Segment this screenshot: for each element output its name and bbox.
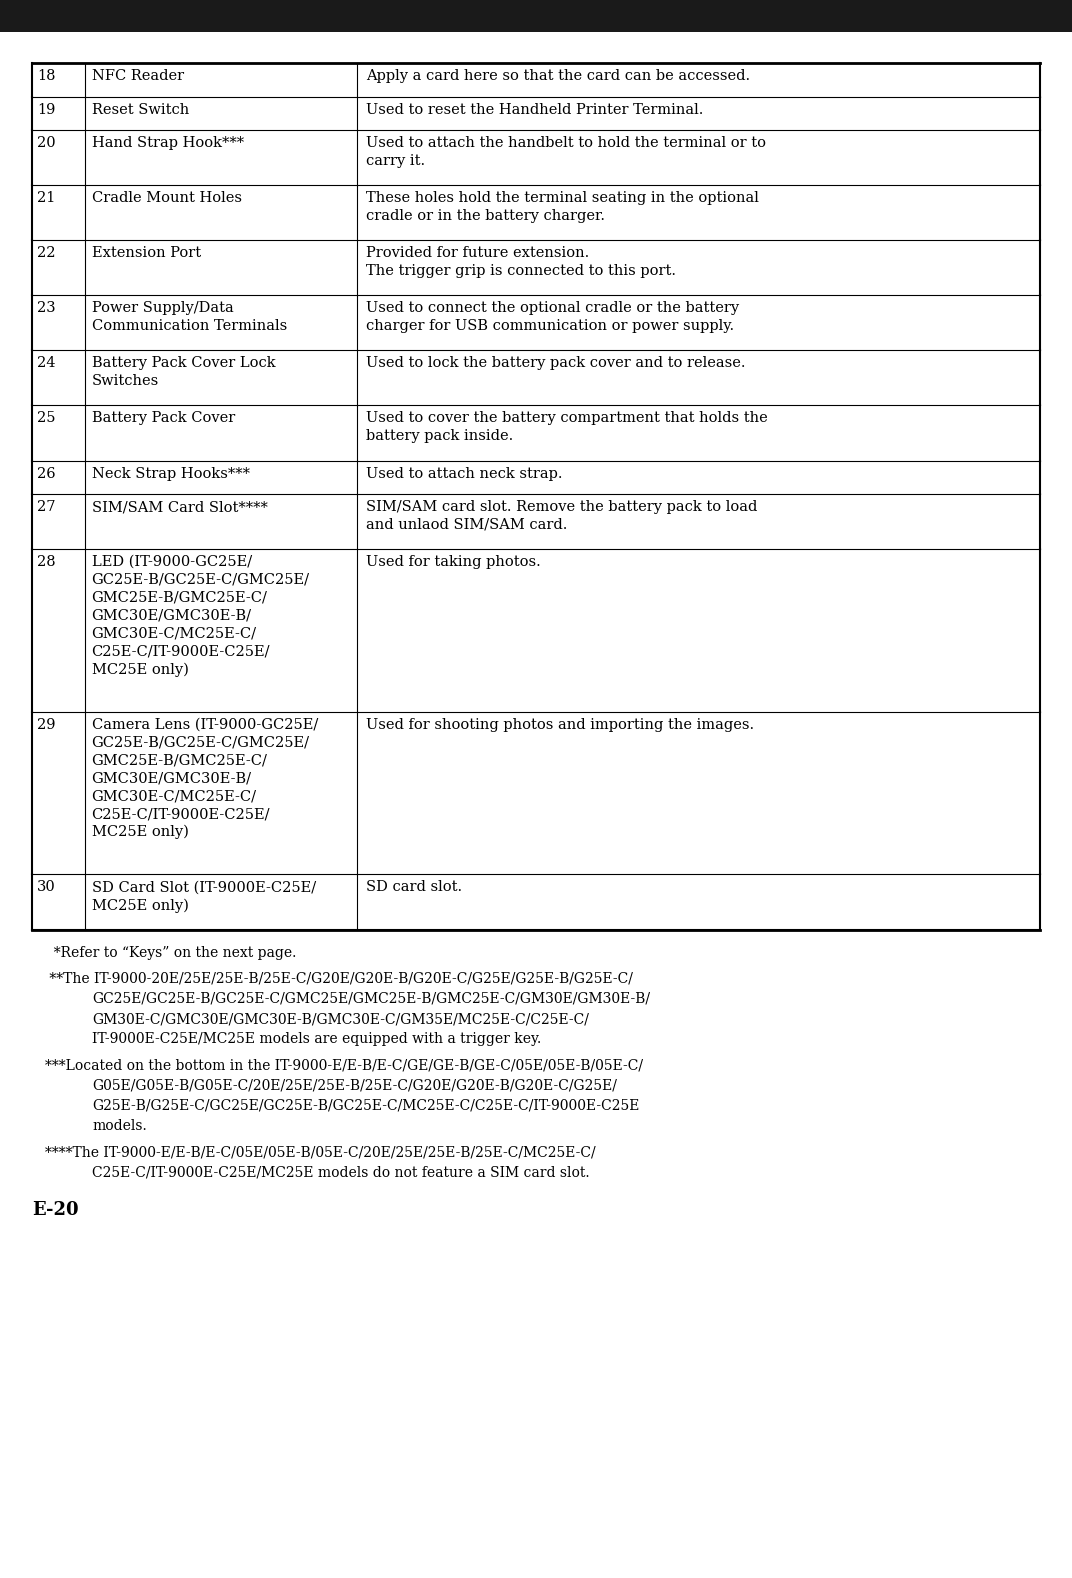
Text: ****The IT-9000-E/E-B/E-C/05E/05E-B/05E-C/20E/25E/25E-B/25E-C/MC25E-C/: ****The IT-9000-E/E-B/E-C/05E/05E-B/05E-… <box>45 1146 596 1158</box>
Text: 26: 26 <box>38 467 56 481</box>
Text: **The IT-9000-20E/25E/25E-B/25E-C/G20E/G20E-B/G20E-C/G25E/G25E-B/G25E-C/: **The IT-9000-20E/25E/25E-B/25E-C/G20E/G… <box>45 972 632 986</box>
Text: Power Supply/Data
Communication Terminals: Power Supply/Data Communication Terminal… <box>91 301 287 333</box>
Text: G25E-B/G25E-C/GC25E/GC25E-B/GC25E-C/MC25E-C/C25E-C/IT-9000E-C25E: G25E-B/G25E-C/GC25E/GC25E-B/GC25E-C/MC25… <box>92 1098 640 1112</box>
Text: 21: 21 <box>38 191 56 205</box>
Text: Apply a card here so that the card can be accessed.: Apply a card here so that the card can b… <box>366 69 749 84</box>
Text: GM30E-C/GMC30E/GMC30E-B/GMC30E-C/GM35E/MC25E-C/C25E-C/: GM30E-C/GMC30E/GMC30E-B/GMC30E-C/GM35E/M… <box>92 1011 590 1026</box>
Text: 18: 18 <box>38 69 56 84</box>
Text: 29: 29 <box>38 718 56 732</box>
Text: SD card slot.: SD card slot. <box>366 881 462 895</box>
Text: 19: 19 <box>38 103 56 117</box>
Text: 20: 20 <box>38 136 56 150</box>
Text: SIM/SAM Card Slot****: SIM/SAM Card Slot**** <box>91 500 267 514</box>
Text: LED (IT-9000-GC25E/
GC25E-B/GC25E-C/GMC25E/
GMC25E-B/GMC25E-C/
GMC30E/GMC30E-B/
: LED (IT-9000-GC25E/ GC25E-B/GC25E-C/GMC2… <box>91 555 310 677</box>
Text: 25: 25 <box>38 412 56 426</box>
Text: Used to attach the handbelt to hold the terminal or to
carry it.: Used to attach the handbelt to hold the … <box>366 136 765 167</box>
Text: E-20: E-20 <box>32 1201 78 1220</box>
Text: Battery Pack Cover: Battery Pack Cover <box>91 412 235 426</box>
Text: 27: 27 <box>38 500 56 514</box>
Text: 22: 22 <box>38 246 56 260</box>
Text: Reset Switch: Reset Switch <box>91 103 189 117</box>
Text: models.: models. <box>92 1119 147 1133</box>
Text: Used to attach neck strap.: Used to attach neck strap. <box>366 467 562 481</box>
Text: These holes hold the terminal seating in the optional
cradle or in the battery c: These holes hold the terminal seating in… <box>366 191 759 222</box>
Text: Camera Lens (IT-9000-GC25E/
GC25E-B/GC25E-C/GMC25E/
GMC25E-B/GMC25E-C/
GMC30E/GM: Camera Lens (IT-9000-GC25E/ GC25E-B/GC25… <box>91 718 317 839</box>
Text: Cradle Mount Holes: Cradle Mount Holes <box>91 191 241 205</box>
Text: *Refer to “Keys” on the next page.: *Refer to “Keys” on the next page. <box>45 945 296 959</box>
Text: 23: 23 <box>38 301 56 316</box>
Text: SD Card Slot (IT-9000E-C25E/
MC25E only): SD Card Slot (IT-9000E-C25E/ MC25E only) <box>91 881 315 912</box>
Text: SIM/SAM card slot. Remove the battery pack to load
and unlaod SIM/SAM card.: SIM/SAM card slot. Remove the battery pa… <box>366 500 757 532</box>
Text: Used to lock the battery pack cover and to release.: Used to lock the battery pack cover and … <box>366 357 745 371</box>
Text: Extension Port: Extension Port <box>91 246 200 260</box>
Text: Provided for future extension.
The trigger grip is connected to this port.: Provided for future extension. The trigg… <box>366 246 675 278</box>
Text: C25E-C/IT-9000E-C25E/MC25E models do not feature a SIM card slot.: C25E-C/IT-9000E-C25E/MC25E models do not… <box>92 1165 590 1179</box>
Text: G05E/G05E-B/G05E-C/20E/25E/25E-B/25E-C/G20E/G20E-B/G20E-C/G25E/: G05E/G05E-B/G05E-C/20E/25E/25E-B/25E-C/G… <box>92 1079 617 1092</box>
Text: Used to connect the optional cradle or the battery
charger for USB communication: Used to connect the optional cradle or t… <box>366 301 739 333</box>
Text: Used to reset the Handheld Printer Terminal.: Used to reset the Handheld Printer Termi… <box>366 103 703 117</box>
Text: IT-9000E-C25E/MC25E models are equipped with a trigger key.: IT-9000E-C25E/MC25E models are equipped … <box>92 1032 541 1046</box>
Text: 28: 28 <box>38 555 56 570</box>
Text: Neck Strap Hooks***: Neck Strap Hooks*** <box>91 467 250 481</box>
Text: ***Located on the bottom in the IT-9000-E/E-B/E-C/GE/GE-B/GE-C/05E/05E-B/05E-C/: ***Located on the bottom in the IT-9000-… <box>45 1059 643 1073</box>
Text: NFC Reader: NFC Reader <box>91 69 183 84</box>
Text: Used to cover the battery compartment that holds the
battery pack inside.: Used to cover the battery compartment th… <box>366 412 768 443</box>
Text: 24: 24 <box>38 357 56 371</box>
Text: GC25E/GC25E-B/GC25E-C/GMC25E/GMC25E-B/GMC25E-C/GM30E/GM30E-B/: GC25E/GC25E-B/GC25E-C/GMC25E/GMC25E-B/GM… <box>92 993 651 1005</box>
Text: Battery Pack Cover Lock
Switches: Battery Pack Cover Lock Switches <box>91 357 276 388</box>
Text: 30: 30 <box>38 881 56 895</box>
Text: Used for taking photos.: Used for taking photos. <box>366 555 540 570</box>
Text: Hand Strap Hook***: Hand Strap Hook*** <box>91 136 243 150</box>
Bar <box>0 0 1072 32</box>
Text: Used for shooting photos and importing the images.: Used for shooting photos and importing t… <box>366 718 754 732</box>
